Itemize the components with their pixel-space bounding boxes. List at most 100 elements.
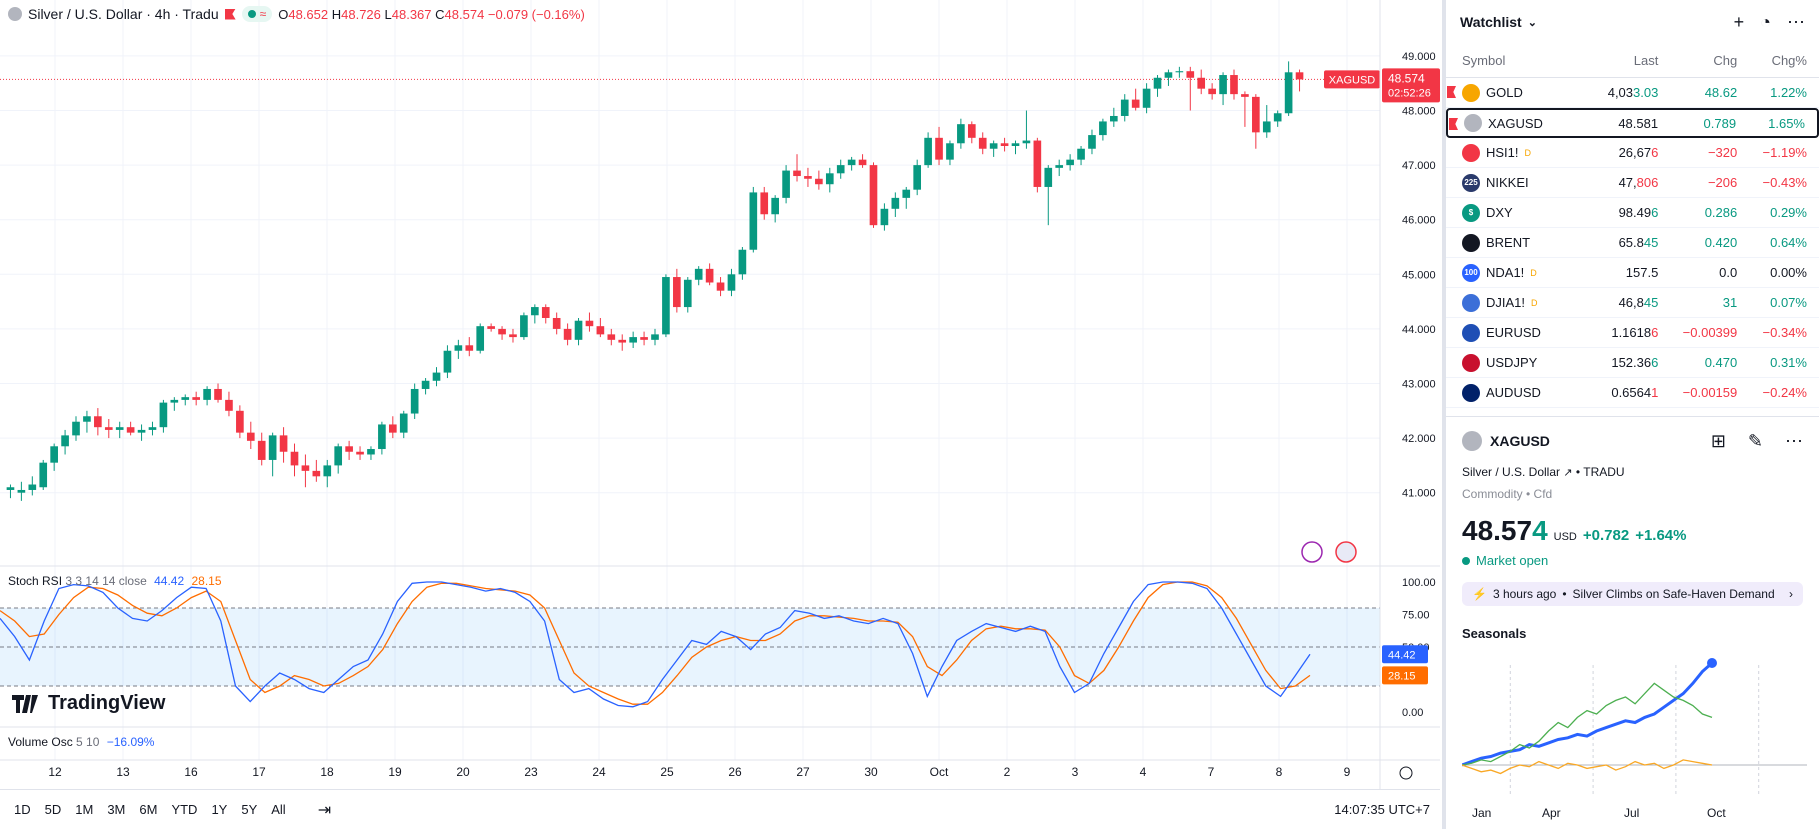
candle-body	[1197, 77, 1206, 89]
symbol-title[interactable]: Silver / U.S. Dollar · 4h · Tradu	[28, 6, 219, 22]
pie-chart-icon[interactable]: ◔	[1760, 11, 1771, 32]
timeframe-ytd[interactable]: YTD	[171, 802, 198, 817]
candle-body	[465, 345, 474, 351]
timeframe-5y[interactable]: 5Y	[241, 802, 258, 817]
timeframe-1y[interactable]: 1Y	[211, 802, 228, 817]
candle-body	[148, 427, 157, 430]
timeframe-list: 1D 5D 1M 3M 6M YTD 1Y 5Y All	[14, 802, 300, 817]
watchlist-row-gold[interactable]: GOLD 4,033.03 48.62 1.22%	[1446, 78, 1819, 108]
edit-icon[interactable]: ✎	[1747, 430, 1763, 451]
candle-body	[913, 165, 922, 190]
candle-body	[1175, 71, 1184, 73]
candle-body	[1000, 143, 1009, 147]
col-chg[interactable]: Chg	[1713, 53, 1738, 68]
chevron-down-icon[interactable]: ⌄	[1527, 16, 1537, 29]
clock-readout[interactable]: 14:07:35 UTC+7	[1334, 802, 1430, 817]
price-tag-countdown: 02:52:26	[1388, 87, 1431, 99]
detail-category: Commodity • Cfd	[1462, 487, 1553, 501]
more-options-icon[interactable]: ⋯	[1787, 11, 1805, 32]
candle-body	[804, 176, 812, 179]
time-tick-13: Oct	[930, 765, 949, 779]
flag-icon[interactable]	[1447, 86, 1456, 98]
symbol-name: NDA1!	[1486, 265, 1525, 280]
flag-icon[interactable]	[1449, 118, 1458, 130]
candle-body	[1241, 94, 1249, 97]
watchlist-row-hsi1[interactable]: HSI1! D 26,676 −320 −1.19%	[1446, 138, 1819, 168]
seasonals-month-3: Oct	[1707, 806, 1726, 820]
stoch-d-line	[0, 581, 1311, 705]
watchlist-row-dxy[interactable]: $ DXY 98.496 0.286 0.29%	[1446, 198, 1819, 228]
candle-body	[989, 143, 998, 149]
seasonals-title[interactable]: Seasonals	[1462, 626, 1527, 641]
volume-osc-legend[interactable]: Volume Osc 5 10 −16.09%	[8, 735, 155, 749]
calendar-range-icon[interactable]: ⇥	[317, 801, 332, 819]
lightning-icon	[1301, 541, 1323, 563]
candle-body	[815, 178, 823, 185]
price-chart[interactable]: 49.000 48.000 47.000 46.000 45.000 44.000 43.0…	[0, 0, 1440, 789]
right-sidebar: Watchlist ⌄ + ◔ ⋯ Symbol Last Chg Chg% G…	[1442, 0, 1819, 829]
delayed-badge: D	[1524, 147, 1532, 158]
candle-body	[39, 462, 48, 488]
candle-body	[432, 372, 441, 381]
stoch-rsi-legend[interactable]: Stoch RSI 3 3 14 14 close 44.42 28.15	[8, 574, 222, 588]
candle-body	[869, 165, 878, 226]
symbol-name: DXY	[1486, 205, 1513, 220]
stoch-d-tag	[1382, 666, 1428, 685]
timeframe-1d[interactable]: 1D	[14, 802, 31, 817]
candle-body	[443, 350, 452, 373]
external-link-icon[interactable]: ↗	[1563, 467, 1573, 479]
chevron-right-icon: ›	[1789, 587, 1793, 601]
candle-body	[137, 429, 146, 433]
flag-icon[interactable]	[224, 8, 236, 20]
change: −0.00399	[1682, 325, 1738, 340]
watchlist-row-eurusd[interactable]: EURUSD 1.16186 −0.00399 −0.34%	[1446, 318, 1819, 348]
last-price: 26,676	[1618, 145, 1659, 160]
timeframe-1m[interactable]: 1M	[75, 802, 94, 817]
dollar-icon: $	[1462, 203, 1480, 222]
candle-body	[61, 435, 69, 447]
chart-area[interactable]: 49.000 48.000 47.000 46.000 45.000 44.000 43.0…	[0, 0, 1440, 829]
change-pct: 1.22%	[1770, 85, 1807, 100]
grid-icon[interactable]: ⊞	[1710, 430, 1726, 451]
watchlist-title[interactable]: Watchlist	[1460, 14, 1522, 30]
detail-symbol[interactable]: XAGUSD	[1490, 433, 1550, 449]
news-banner[interactable]: ⚡ 3 hours ago • Silver Climbs on Safe-Ha…	[1462, 582, 1803, 606]
col-symbol[interactable]: Symbol	[1462, 53, 1506, 68]
watchlist-row-nda1[interactable]: 100 NDA1! D 157.5 0.0 0.00%	[1446, 258, 1819, 288]
candle-body	[487, 326, 495, 329]
market-status-pill[interactable]: ≈	[241, 6, 273, 22]
watchlist-row-nikkei[interactable]: 225 NIKKEI 47,806 −206 −0.43%	[1446, 168, 1819, 198]
candle-body	[356, 451, 364, 455]
candle-body	[1131, 99, 1140, 108]
candle-body	[6, 487, 15, 490]
watchlist-row-xagusd[interactable]: XAGUSD 48.581 0.789 1.65%	[1446, 108, 1819, 138]
hk-icon	[1462, 143, 1480, 162]
watchlist-columns: Symbol Last Chg Chg%	[1446, 44, 1819, 78]
time-tick-8: 24	[592, 765, 606, 779]
candle-body	[978, 137, 987, 149]
watchlist-row-usdjpy[interactable]: USDJPY 152.366 0.470 0.31%	[1446, 348, 1819, 378]
last-price: 47,806	[1618, 175, 1659, 190]
tradingview-logo[interactable]: TradingView	[12, 692, 165, 715]
col-chg-pct[interactable]: Chg%	[1771, 53, 1807, 68]
time-tick-3: 17	[252, 765, 266, 779]
timeframe-all[interactable]: All	[271, 802, 286, 817]
watchlist-row-djia1[interactable]: DJIA1! D 46,845 31 0.07%	[1446, 288, 1819, 318]
timeframe-5d[interactable]: 5D	[44, 802, 62, 817]
watchlist-row-audusd[interactable]: AUDUSD 0.65641 −0.00159 −0.24%	[1446, 378, 1819, 408]
symbol-name: USDJPY	[1486, 355, 1538, 370]
price-tick-7: 42.000	[1402, 433, 1436, 445]
last-price: 157.5	[1625, 265, 1659, 280]
add-symbol-icon[interactable]: +	[1733, 11, 1745, 32]
time-tick-7: 23	[524, 765, 538, 779]
timeframe-3m[interactable]: 3M	[107, 802, 126, 817]
more-options-icon[interactable]: ⋯	[1785, 430, 1803, 451]
timeframe-6m[interactable]: 6M	[139, 802, 158, 817]
chart-legend: Silver / U.S. Dollar · 4h · Tradu ≈ O48.…	[8, 6, 585, 22]
watchlist-row-brent[interactable]: BRENT 65.845 0.420 0.64%	[1446, 228, 1819, 258]
ohlc-values: O48.652 H48.726 L48.367 C48.574 −0.079 (…	[278, 6, 585, 22]
time-tick-10: 26	[728, 765, 742, 779]
seasonals-chart[interactable]: Jan Apr Jul Oct	[1461, 645, 1807, 825]
seasonals-current-dot	[1707, 658, 1717, 668]
col-last[interactable]: Last	[1633, 53, 1659, 68]
